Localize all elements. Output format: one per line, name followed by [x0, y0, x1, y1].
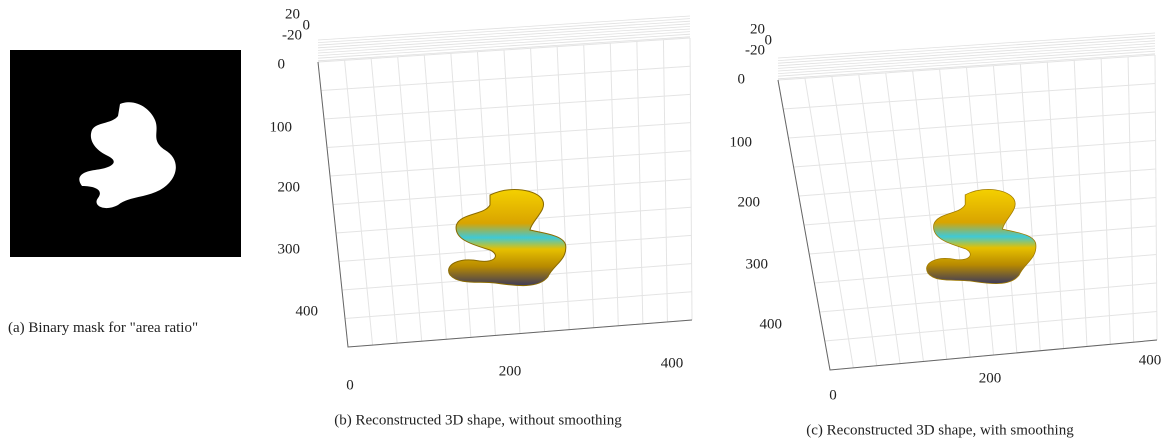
grid-line — [825, 312, 1157, 342]
caption: (c) Reconstructed 3D shape, with smoothi… — [806, 422, 1074, 438]
grid-line — [318, 16, 690, 40]
grid-line — [778, 54, 1155, 79]
grid-line — [318, 24, 690, 48]
x-tick-label: 0 — [346, 377, 354, 393]
grid-line — [788, 112, 1155, 138]
z-tick-label: -20 — [745, 42, 765, 58]
grid-line — [345, 292, 692, 319]
grid-line — [778, 43, 1155, 68]
grid-line — [778, 33, 1155, 58]
grid-line — [778, 38, 1155, 63]
grid-line — [783, 84, 1155, 110]
y-tick-label: 400 — [760, 316, 783, 332]
z-tick-label: 20 — [285, 6, 300, 22]
grid-line — [778, 41, 1155, 66]
figure: (a) Binary mask for "area ratio" 200-200… — [0, 0, 1165, 441]
y-tick-label: 300 — [746, 256, 769, 272]
grid-line — [778, 36, 1155, 61]
grid-line — [794, 141, 1156, 168]
caption: (a) Binary mask for "area ratio" — [8, 318, 248, 338]
grid-line — [318, 19, 690, 43]
y-tick-label: 400 — [296, 303, 319, 319]
y-tick-label: 100 — [270, 119, 293, 135]
y-tick-label: 200 — [738, 194, 761, 210]
y-tick-label: 0 — [278, 56, 286, 72]
y-tick-label: 300 — [278, 241, 301, 257]
z-tick-label: -20 — [282, 27, 302, 43]
x-tick-label: 200 — [979, 370, 1002, 386]
caption: (b) Reconstructed 3D shape, without smoo… — [334, 412, 622, 428]
caption-a-box: (a) Binary mask for "area ratio" — [8, 318, 248, 368]
y-tick-label: 0 — [738, 71, 746, 87]
grid-line — [318, 26, 690, 50]
surface — [449, 190, 566, 286]
x-tick-label: 400 — [661, 355, 684, 371]
x-tick-label: 200 — [499, 363, 522, 379]
y-tick-label: 200 — [278, 179, 301, 195]
grid-line — [820, 283, 1157, 312]
z-tick-label: 0 — [303, 17, 311, 33]
grid-line — [318, 29, 690, 53]
z-tick-label: 20 — [750, 21, 765, 37]
x-tick-label: 400 — [1139, 352, 1162, 368]
y-tick-label: 100 — [730, 134, 753, 150]
surface — [927, 189, 1036, 283]
x-tick-label: 0 — [829, 387, 837, 403]
z-tick-label: 0 — [765, 32, 773, 48]
